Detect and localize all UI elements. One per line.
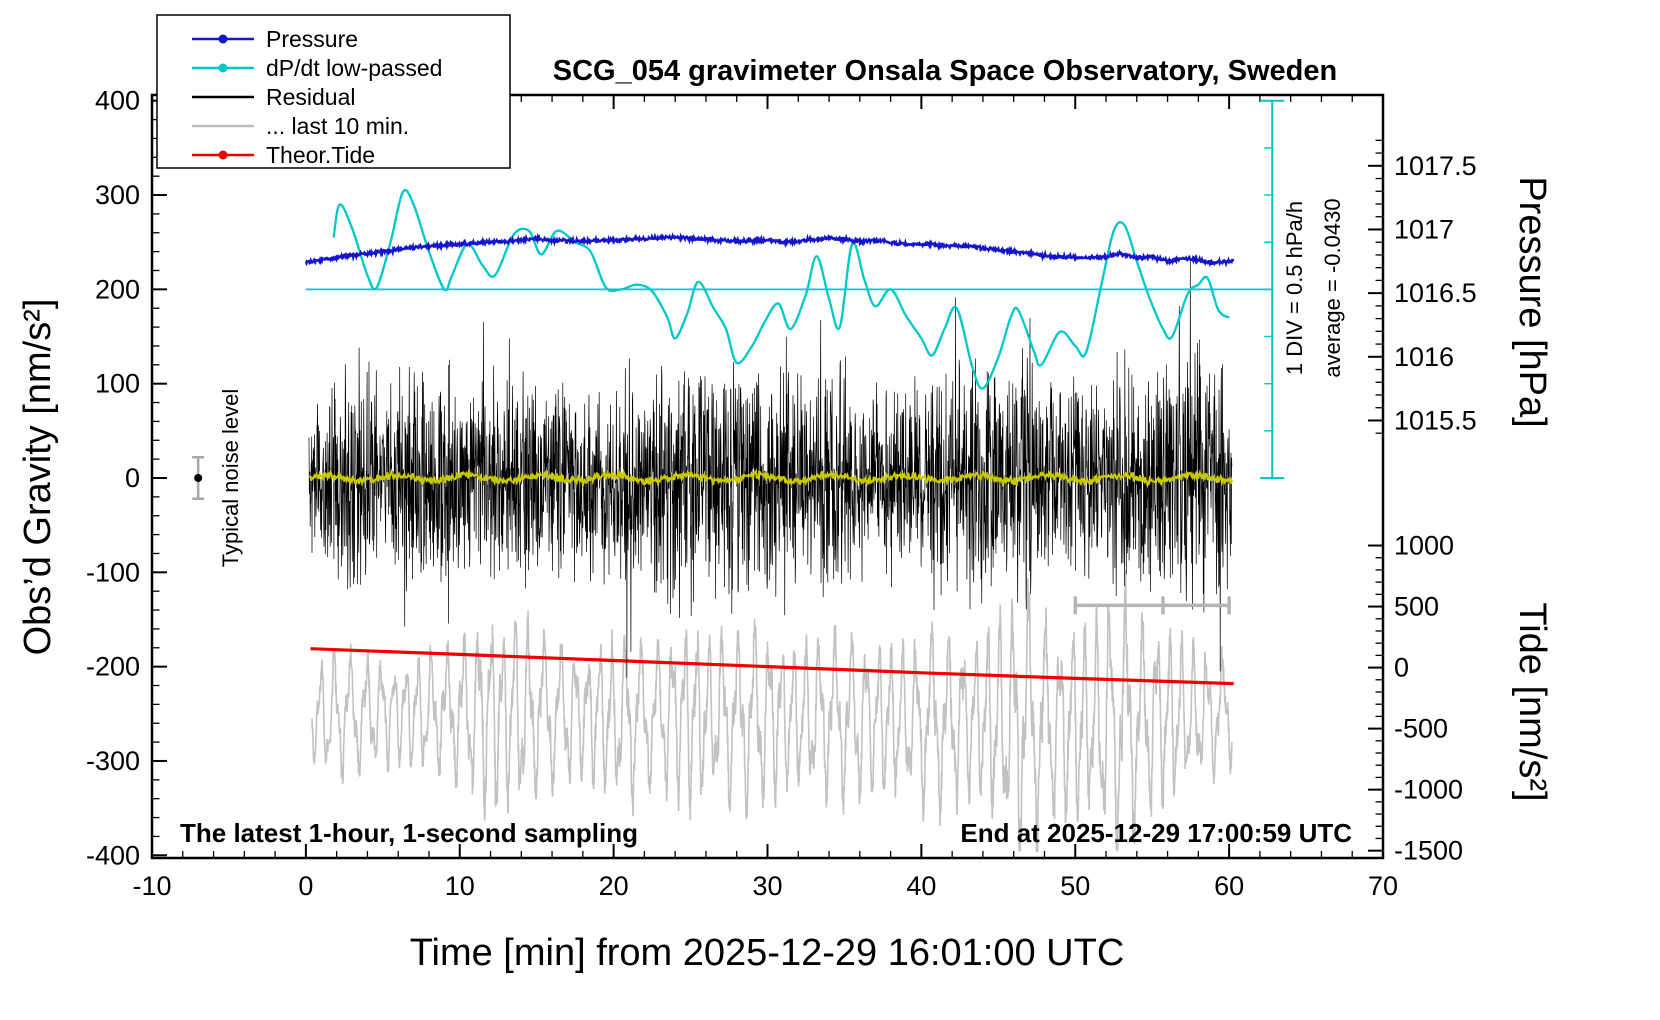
sampling-note: The latest 1-hour, 1-second sampling <box>180 818 638 848</box>
end-time-note: End at 2025-12-29 17:00:59 UTC <box>960 818 1352 848</box>
gravity-tick-label: 400 <box>95 86 140 116</box>
legend: Pressure dP/dt low-passed Residual ... last… <box>156 14 511 169</box>
noise-level-marker <box>194 474 203 482</box>
tide-tick-label: -1000 <box>1394 775 1463 805</box>
noise-level-label: Typical noise level <box>218 389 243 568</box>
x-tick-label: 20 <box>599 871 629 901</box>
legend-item-label: Theor.Tide <box>266 142 375 168</box>
chart-title: SCG_054 gravimeter Onsala Space Observat… <box>553 55 1337 87</box>
average-label: average = -0.0430 <box>1320 198 1345 377</box>
series-last-10-min <box>311 570 1233 853</box>
gravity-tick-label: 100 <box>95 369 140 399</box>
x-tick-label: -10 <box>132 871 171 901</box>
pressure-tick-label: 1017.5 <box>1394 151 1477 181</box>
gravity-tick-label: 200 <box>95 274 140 304</box>
series-dpdt-lowpassed <box>332 188 1230 390</box>
pressure-tick-label: 1016 <box>1394 342 1454 372</box>
gravity-tick-label: 0 <box>125 463 140 493</box>
legend-marker-dot <box>218 63 228 73</box>
tide-tick-label: 500 <box>1394 592 1439 622</box>
x-axis-label: Time [min] from 2025-12-29 16:01:00 UTC <box>410 932 1125 974</box>
legend-marker-dot <box>218 34 228 44</box>
tide-tick-label: -500 <box>1394 714 1448 744</box>
gravity-tick-label: -200 <box>86 652 140 682</box>
x-tick-label: 70 <box>1368 871 1398 901</box>
series-pressure <box>304 232 1235 268</box>
legend-item-label: ... last 10 min. <box>266 113 409 139</box>
tide-tick-label: 1000 <box>1394 531 1454 561</box>
legend-marker-dot <box>218 150 228 160</box>
legend-item-label: Pressure <box>266 26 358 52</box>
pressure-tick-label: 1015.5 <box>1394 405 1477 435</box>
x-tick-label: 50 <box>1060 871 1090 901</box>
legend-item-label: dP/dt low-passed <box>266 55 442 81</box>
legend-box <box>156 14 511 169</box>
x-tick-label: 0 <box>298 871 313 901</box>
gravity-tick-label: 300 <box>95 180 140 210</box>
series-theor-tide <box>310 647 1234 686</box>
gravity-tick-label: -100 <box>86 557 140 587</box>
pressure-tick-label: 1017 <box>1394 214 1454 244</box>
series-residual <box>308 256 1233 678</box>
tide-tick-label: 0 <box>1394 653 1409 683</box>
series-layer <box>304 188 1273 853</box>
tide-axis-label: Tide [nm/s²] <box>1511 602 1553 801</box>
gravity-tick-label: -400 <box>86 840 140 870</box>
x-tick-label: 30 <box>752 871 782 901</box>
x-tick-label: 10 <box>445 871 475 901</box>
x-tick-label: 60 <box>1214 871 1244 901</box>
axes-layer: -10 0 10 20 30 40 50 60 70-400-300-200-100010020… <box>86 86 1477 901</box>
pressure-tick-label: 1016.5 <box>1394 278 1477 308</box>
pressure-axis-label: Pressure [hPa] <box>1511 176 1553 427</box>
overlay-layer <box>192 99 1285 615</box>
div-scale-label: 1 DIV = 0.5 hPa/h <box>1282 201 1307 375</box>
series-residual-lowpass <box>308 467 1234 489</box>
left-axis-label: Obs’d Gravity [nm/s²] <box>17 299 59 656</box>
legend-item-label: Residual <box>266 84 356 110</box>
tide-tick-label: -1500 <box>1394 836 1463 866</box>
x-tick-label: 40 <box>906 871 936 901</box>
gravity-tick-label: -300 <box>86 746 140 776</box>
